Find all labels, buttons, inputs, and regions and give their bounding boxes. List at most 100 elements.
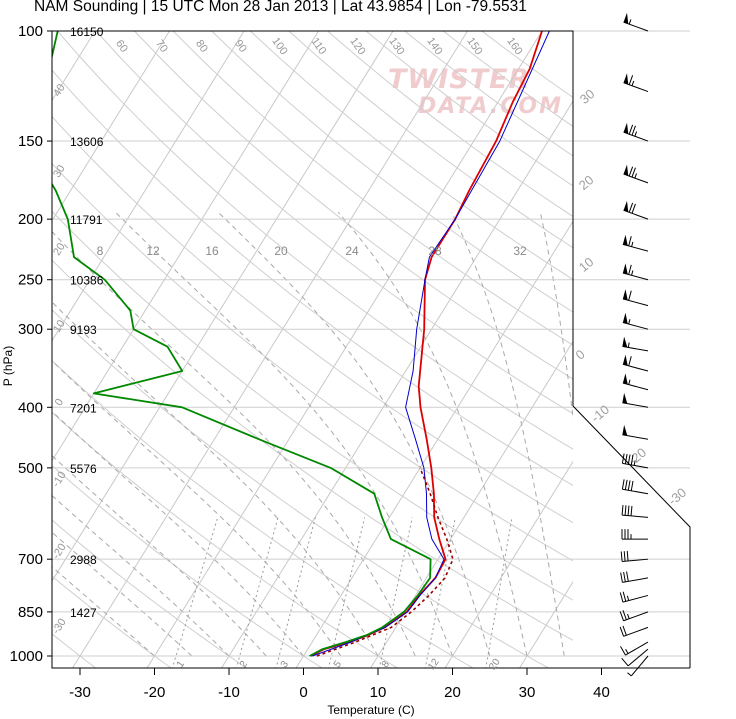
moist-adiabat [52,531,193,657]
wind-barb [621,648,649,667]
series-virtual-temperature [312,31,550,657]
mixing-ratio-bottom-label: 3 [279,659,291,670]
barb-flag [623,122,629,134]
barb-half [627,613,630,619]
barb-half [631,80,635,86]
x-axis-title: Temperature (C) [327,703,414,717]
barb-shaft [622,594,649,603]
plot-frame [51,30,691,669]
dry-adiabat [404,31,573,157]
barb-full [620,572,623,583]
barb-full [631,125,636,136]
moist-adiabat [539,212,573,421]
dry-adiabat [327,31,573,218]
adiabat-label: 130 [386,35,406,57]
dry-adiabat [134,31,573,380]
isotherm-label-right: 10 [576,254,597,275]
moist-adiabat [52,454,267,657]
barb-flag [622,289,628,301]
barb-full [627,480,631,491]
y-tick-label: 100 [18,23,43,40]
y-axis-title: P (hPa) [1,346,15,386]
mixing-ratio-label: 12 [146,244,160,258]
y-tick-label: 850 [18,604,43,621]
isotherm-label: 10 [51,318,68,335]
mixing-ratio-line [485,517,513,668]
mixing-ratio-bottom-label: 5 [332,659,344,670]
wind-barb [622,234,649,252]
dry-adiabat [52,162,573,562]
x-tick-label: 20 [444,684,461,701]
barb-full [628,236,632,247]
barb-flag [623,12,629,24]
moist-adiabat [52,410,304,657]
y-tick-label: 700 [18,551,43,568]
barb-full [622,625,627,636]
dry-adiabat [52,359,474,668]
moist-adiabat [337,211,528,657]
barb-full [619,626,625,637]
wind-barb [621,529,648,540]
barb-flag [623,164,629,176]
barb-shaft [625,641,649,656]
mixing-ratio-bottom-label: 12 [426,656,442,672]
dry-adiabat [52,115,573,524]
barb-full [619,592,624,603]
barb-shaft [623,131,649,142]
barb-half [634,173,638,179]
dry-adiabat [211,31,573,313]
wind-barb [623,200,649,220]
mixing-ratio-label: 28 [428,244,442,258]
barb-full [628,124,634,135]
plot-border-top-right [52,30,574,406]
isotherm-label-right: 20 [576,172,597,193]
isotherm-line [369,340,573,668]
barb-shaft [623,82,649,93]
isotherm-line [71,31,468,668]
barb-full [628,290,632,301]
mixing-ratio-line [327,517,366,668]
adiabat-label: 110 [309,36,329,57]
height-label: 11791 [70,213,103,227]
barb-flag [623,73,629,85]
moist-adiabat [52,301,379,657]
y-tick-label: 250 [18,272,43,289]
isotherm-label: 0 [53,397,66,409]
wind-barb [623,164,649,184]
x-tick-label: 40 [593,684,610,701]
barb-full [628,166,634,177]
barb-shaft [622,243,649,252]
wind-barb [622,336,649,352]
mixing-ratio-bottom-label: 20 [487,656,503,672]
adiabat-label: 120 [347,35,367,57]
barb-shaft [622,298,649,307]
tropopause-edge [572,405,691,668]
isotherm-label: -30 [50,616,69,636]
barb-flag [622,234,628,246]
isotherm-line [52,31,319,462]
barb-flag [622,424,628,436]
mixing-ratio-line [378,517,413,668]
axis-frame [51,31,690,669]
height-label: 9193 [70,323,97,337]
mixing-ratio-label: 8 [97,244,104,258]
barb-full [628,356,632,366]
wind-barbs [619,12,649,677]
barb-half [631,270,634,276]
barb-flag [622,263,628,275]
barb-shaft [623,611,649,622]
mixing-ratio-line [235,517,279,668]
isobar-lines [52,30,690,657]
isotherm-label-right: 30 [577,86,598,107]
height-label: 7201 [70,401,97,415]
adiabat-label: 160 [504,35,524,57]
x-tick-label: 0 [299,684,307,701]
barb-shaft [630,655,649,677]
mixing-ratio-label: 20 [274,244,288,258]
barb-half [628,19,632,25]
wind-barb [622,424,649,440]
barb-shaft [623,626,649,637]
barb-shaft [622,434,649,440]
mixing-ratio-line [275,517,316,668]
y-tick-label: 1000 [10,648,43,665]
